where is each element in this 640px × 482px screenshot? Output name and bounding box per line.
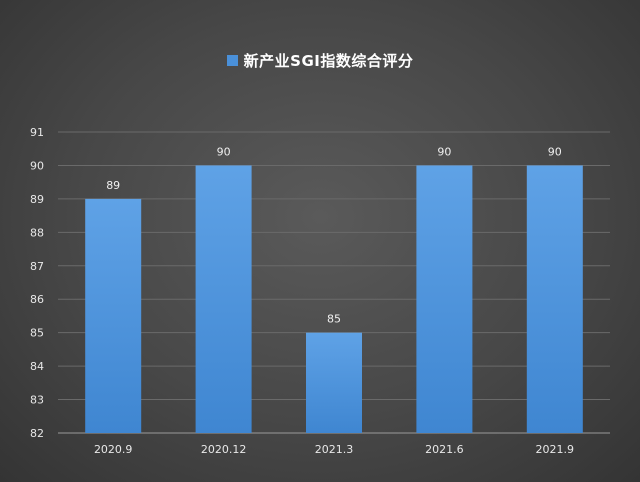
bar	[85, 198, 142, 433]
x-tick-label: 2021.9	[536, 443, 575, 456]
data-label: 85	[327, 313, 341, 326]
data-label: 90	[548, 145, 562, 158]
legend-swatch	[226, 55, 238, 66]
x-tick-label: 2020.12	[201, 443, 247, 456]
data-label: 90	[437, 145, 451, 158]
y-tick-label: 89	[30, 193, 44, 206]
legend: 新产业SGI指数综合评分	[0, 50, 640, 71]
x-tick-label: 2020.9	[94, 443, 133, 456]
bar	[195, 165, 252, 433]
data-label: 89	[106, 179, 120, 192]
y-tick-label: 84	[30, 360, 44, 373]
bar	[526, 165, 583, 433]
legend-label: 新产业SGI指数综合评分	[243, 52, 414, 70]
bar	[306, 332, 362, 433]
y-tick-label: 86	[30, 293, 44, 306]
y-tick-label: 82	[30, 427, 44, 440]
y-tick-label: 83	[30, 394, 44, 407]
y-tick-label: 88	[30, 226, 44, 239]
data-label: 90	[217, 145, 231, 158]
y-tick-label: 85	[30, 327, 44, 340]
y-tick-label: 91	[30, 126, 44, 139]
bar	[416, 165, 473, 433]
y-tick-label: 87	[30, 260, 44, 273]
x-tick-label: 2021.6	[425, 443, 464, 456]
y-tick-label: 90	[30, 159, 44, 172]
x-tick-label: 2021.3	[315, 443, 354, 456]
